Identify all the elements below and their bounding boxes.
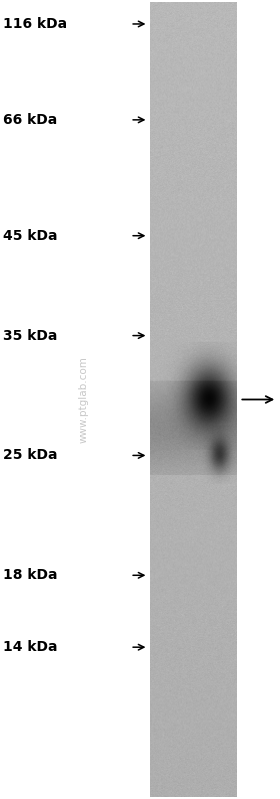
Text: 18 kDa: 18 kDa [3,568,57,582]
Text: 45 kDa: 45 kDa [3,229,57,243]
Text: 25 kDa: 25 kDa [3,448,57,463]
Text: 116 kDa: 116 kDa [3,17,67,31]
Text: 14 kDa: 14 kDa [3,640,57,654]
Text: www.ptglab.com: www.ptglab.com [79,356,89,443]
Text: 35 kDa: 35 kDa [3,328,57,343]
Text: 66 kDa: 66 kDa [3,113,57,127]
